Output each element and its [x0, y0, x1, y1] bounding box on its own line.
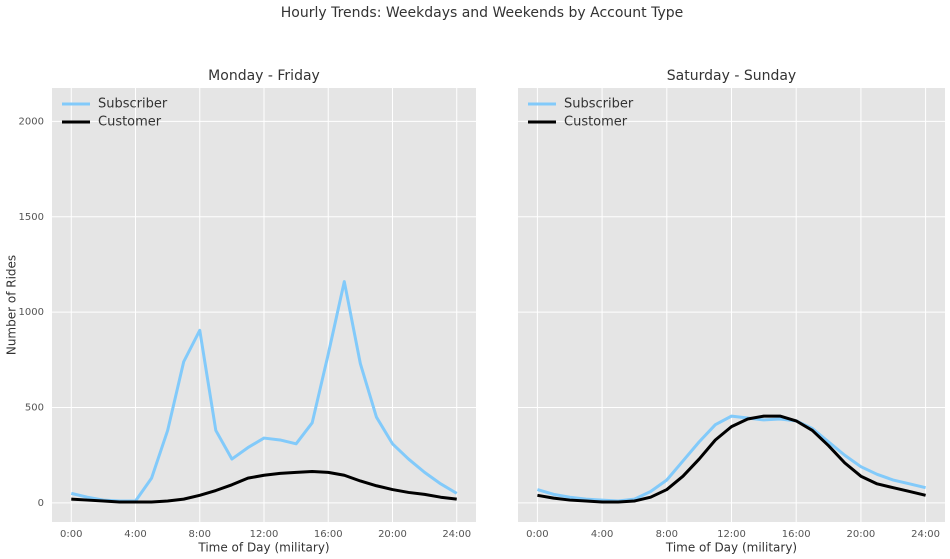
x-tick-label: 8:00: [656, 529, 678, 540]
legend-label: Customer: [98, 115, 162, 130]
x-tick-label: 20:00: [846, 529, 875, 540]
series-line: [536, 414, 926, 503]
x-tick-label: 24:00: [442, 529, 471, 540]
x-tick-label: 12:00: [250, 529, 279, 540]
figure-title: Hourly Trends: Weekdays and Weekends by …: [281, 5, 684, 21]
x-axis-label: Time of Day (military): [197, 541, 329, 555]
y-axis-label: Number of Rides: [5, 255, 19, 355]
x-tick-label: 4:00: [124, 529, 146, 540]
x-tick-label: 4:00: [591, 529, 613, 540]
series-line: [537, 414, 926, 504]
y-tick-label: 1000: [19, 307, 44, 318]
y-tick-label: 2000: [19, 116, 44, 127]
subplot-title: Saturday - Sunday: [667, 68, 796, 84]
x-axis-label: Time of Day (military): [665, 541, 797, 555]
x-tick-label: 16:00: [314, 529, 343, 540]
x-tick-label: 16:00: [782, 529, 811, 540]
x-tick-label: 0:00: [526, 529, 548, 540]
x-tick-label: 8:00: [189, 529, 211, 540]
y-tick-label: 1500: [19, 212, 44, 223]
x-tick-label: 12:00: [717, 529, 746, 540]
legend-label: Customer: [564, 115, 628, 130]
x-tick-label: 20:00: [378, 529, 407, 540]
legend-label: Subscriber: [98, 97, 168, 112]
series-line: [71, 469, 457, 504]
y-tick-label: 0: [38, 498, 44, 509]
legend-label: Subscriber: [564, 97, 634, 112]
x-tick-label: 24:00: [911, 529, 940, 540]
x-tick-label: 0:00: [60, 529, 82, 540]
y-tick-label: 500: [25, 403, 44, 414]
subplot-title: Monday - Friday: [208, 68, 320, 84]
